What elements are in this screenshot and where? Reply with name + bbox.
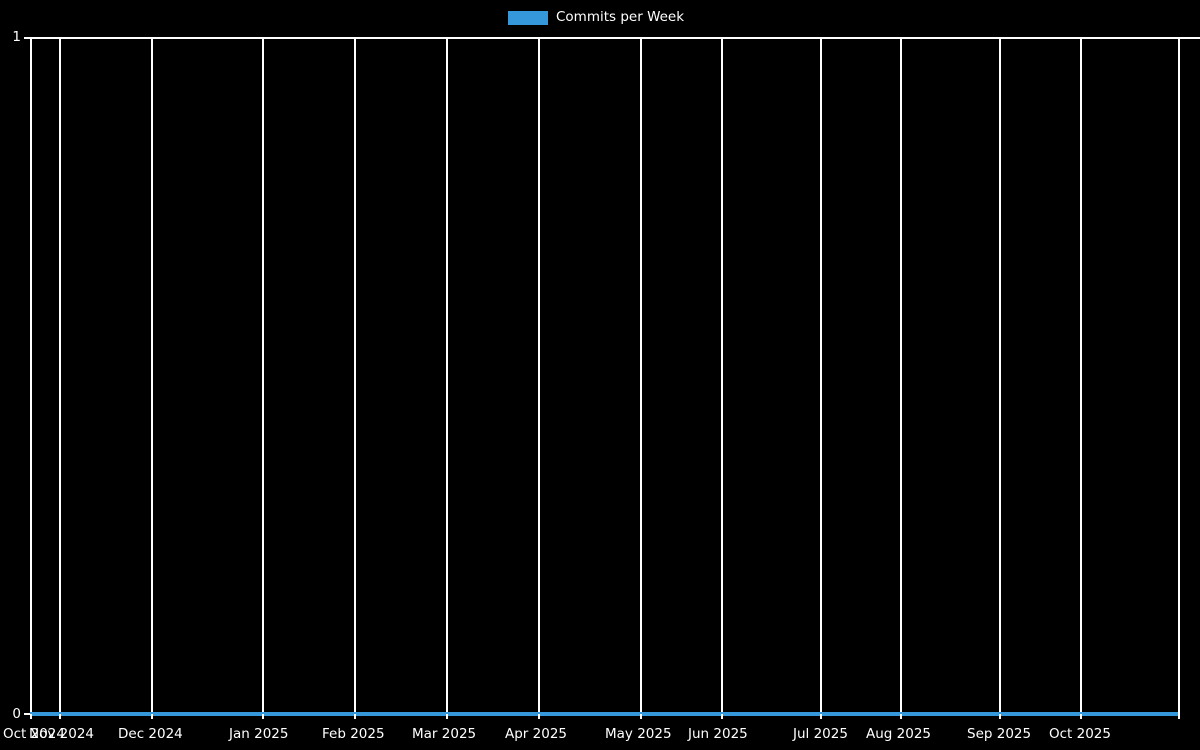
legend-swatch-commits-per-week xyxy=(508,11,548,25)
y-axis-tick-label-1: 1 xyxy=(12,29,21,45)
chart-legend: Commits per Week xyxy=(508,5,684,31)
x-axis-tick-mark-oct-2025 xyxy=(1080,714,1082,719)
x-axis-tick-label-sep-2025: Sep 2025 xyxy=(967,726,1032,742)
gridline-jul-2025 xyxy=(820,37,822,714)
x-axis-tick-label-apr-2025: Apr 2025 xyxy=(505,726,568,742)
x-axis-tick-mark-oct-2024 xyxy=(30,714,32,719)
x-axis-tick-mark-mar-2025 xyxy=(446,714,448,719)
x-axis-tick-label-mar-2025: Mar 2025 xyxy=(412,726,477,742)
legend-label-commits-per-week: Commits per Week xyxy=(556,9,685,26)
x-axis-tick-mark-sep-2025 xyxy=(999,714,1001,719)
x-axis-tick-label-oct-2024: Oct 2024 xyxy=(3,726,65,742)
x-axis-tick-mark-end xyxy=(1178,714,1180,719)
x-axis-tick-mark-feb-2025 xyxy=(354,714,356,719)
x-axis-tick-label-jul-2025: Jul 2025 xyxy=(793,726,848,742)
gridline-mar-2025 xyxy=(446,37,448,714)
gridline-may-2025 xyxy=(640,37,642,714)
gridline-feb-2025 xyxy=(354,37,356,714)
gridline-jun-2025 xyxy=(721,37,723,714)
gridline-aug-2025 xyxy=(900,37,902,714)
gridline-sep-2025 xyxy=(999,37,1001,714)
x-axis-tick-label-jun-2025: Jun 2025 xyxy=(688,726,748,742)
gridline-apr-2025 xyxy=(538,37,540,714)
x-axis-tick-mark-jan-2025 xyxy=(262,714,264,719)
x-axis-tick-label-nov-2024: Nov 2024 xyxy=(29,726,94,742)
x-axis-tick-mark-jun-2025 xyxy=(721,714,723,719)
plot-area xyxy=(30,37,1200,716)
x-axis-tick-mark-dec-2024 xyxy=(151,714,153,719)
gridline-jan-2025 xyxy=(262,37,264,714)
x-axis-tick-mark-aug-2025 xyxy=(900,714,902,719)
axis-spine-top xyxy=(30,37,1200,39)
x-axis-tick-label-aug-2025: Aug 2025 xyxy=(866,726,932,742)
y-axis-tick-mark-1 xyxy=(24,37,30,39)
x-axis-tick-label-oct-2025: Oct 2025 xyxy=(1049,726,1111,742)
series-line-commits-per-week xyxy=(30,712,1178,716)
y-axis-tick-label-0: 0 xyxy=(12,706,21,722)
gridline-nov-2024 xyxy=(59,37,61,714)
gridline-end xyxy=(1178,37,1180,714)
gridline-dec-2024 xyxy=(151,37,153,714)
gridline-oct-2025 xyxy=(1080,37,1082,714)
axis-spine-left xyxy=(30,37,32,714)
x-axis-tick-label-jan-2025: Jan 2025 xyxy=(229,726,289,742)
x-axis-tick-label-may-2025: May 2025 xyxy=(605,726,672,742)
x-axis-tick-mark-jul-2025 xyxy=(820,714,822,719)
x-axis-tick-label-feb-2025: Feb 2025 xyxy=(322,726,385,742)
x-axis-tick-mark-nov-2024 xyxy=(59,714,61,719)
x-axis-tick-label-dec-2024: Dec 2024 xyxy=(118,726,183,742)
x-axis-tick-mark-apr-2025 xyxy=(538,714,540,719)
y-axis-tick-mark-0 xyxy=(24,713,30,715)
x-axis-tick-mark-may-2025 xyxy=(640,714,642,719)
